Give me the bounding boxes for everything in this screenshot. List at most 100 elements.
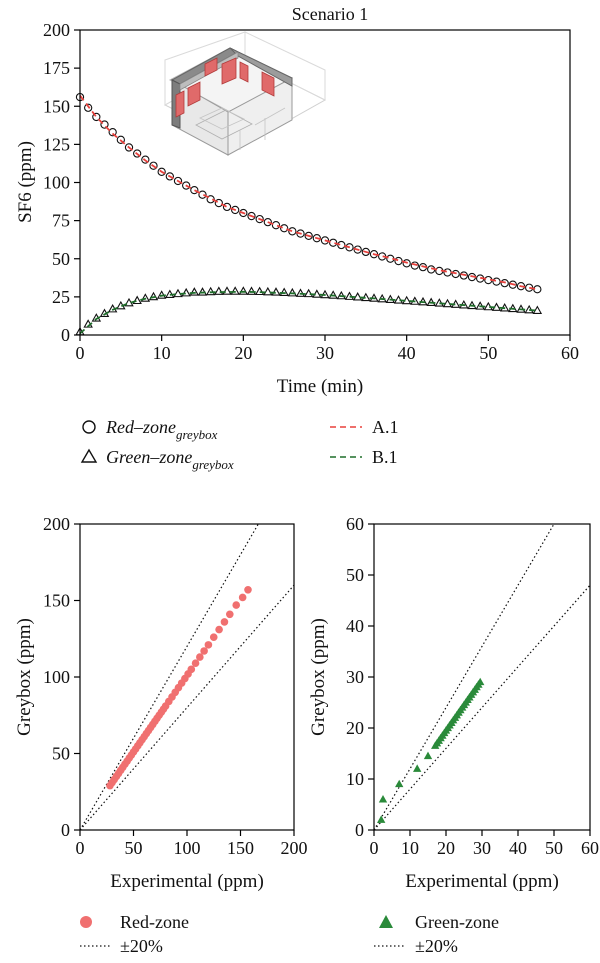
top-legend: Red–zonegreybox Green–zonegreybox A.1 B.… [80, 417, 399, 472]
bottom-left-red-zone-point [220, 618, 229, 626]
top-chart-marks [75, 92, 543, 336]
bottom-left-x-label: Experimental (ppm) [110, 871, 264, 892]
red-zone-greybox-point [92, 112, 101, 122]
green-zone-greybox-point [344, 291, 355, 300]
red-zone-greybox-point [508, 280, 517, 289]
bottom-left-pm20-reference-line [79, 584, 295, 831]
red-zone-greybox-point [231, 205, 240, 215]
red-zone-greybox-point [402, 259, 411, 268]
top-x-tick-label: 10 [153, 343, 171, 363]
red-zone-greybox-point [124, 143, 134, 152]
red-zone-greybox-point [492, 277, 501, 286]
green-zone-greybox-point [254, 286, 265, 296]
bottom-right-y-tick-label: 50 [346, 565, 364, 585]
red-zone-greybox-point [459, 271, 468, 280]
bottom-left-x-tick-label: 50 [125, 838, 143, 858]
legend-green-zone-text: Green-zone [415, 912, 499, 932]
red-zone-greybox-point [443, 268, 452, 277]
bottom-left-chart-marks [79, 523, 295, 831]
bottom-right-green-zone-point [378, 795, 388, 803]
bottom-left-x-tick-label: 200 [281, 838, 308, 858]
bottom-left-pm20-reference-line [79, 523, 259, 831]
red-zone-greybox-point [247, 211, 256, 221]
bottom-left-y-tick-label: 0 [61, 820, 70, 840]
red-zone-greybox-point [320, 236, 330, 245]
top-y-tick-label: 125 [43, 134, 70, 154]
red-zone-greybox-point [100, 120, 109, 129]
red-zone-greybox-point [353, 245, 362, 254]
bottom-right-x-tick-label: 0 [370, 838, 379, 858]
red-zone-greybox-point [214, 198, 223, 208]
red-zone-greybox-point [329, 238, 338, 247]
legend-circle-marker [82, 420, 96, 434]
top-chart-title: Scenario 1 [292, 4, 368, 24]
red-zone-greybox-point [500, 278, 509, 288]
green-zone-greybox-point [442, 298, 453, 308]
bottom-left-red-zone-point [187, 665, 196, 674]
bottom-left-x-tick-label: 0 [76, 838, 85, 858]
legend-a1-label: A.1 [372, 417, 399, 437]
bottom-left-y-tick-label: 50 [52, 744, 70, 764]
bottom-left-y-label: Greybox (ppm) [14, 618, 35, 736]
bottom-right-x-tick-label: 60 [581, 838, 599, 858]
bottom-left-red-zone-point [232, 601, 241, 609]
top-x-tick-label: 20 [234, 343, 252, 363]
red-zone-greybox-point [296, 229, 305, 238]
bottom-left-x-ticks: 0 50 100 150 200 [76, 830, 308, 858]
green-zone-greybox-point [132, 295, 142, 305]
bottom-right-y-tick-label: 60 [346, 514, 364, 534]
bottom-left-x-tick-label: 150 [227, 838, 254, 858]
red-zone-greybox-point [133, 149, 142, 158]
legend-red-zone-label: Red–zone [105, 417, 176, 437]
green-zone-greybox-point [181, 287, 191, 297]
bottom-left-red-zone-point [191, 659, 200, 668]
top-y-tick-label: 175 [43, 58, 70, 78]
legend-triangle-marker [80, 448, 98, 463]
red-zone-greybox-point [108, 128, 117, 137]
red-zone-greybox-point [337, 240, 346, 250]
green-zone-greybox-point [205, 286, 216, 296]
red-zone-greybox-point [312, 234, 321, 243]
bottom-right-x-tick-label: 30 [473, 838, 491, 858]
bottom-left-red-zone-point [204, 641, 213, 649]
red-zone-greybox-point [157, 167, 166, 176]
green-zone-greybox-point [148, 291, 159, 301]
bottom-right-x-tick-label: 10 [401, 838, 419, 858]
top-x-tick-label: 50 [479, 343, 497, 363]
top-x-tick-label: 30 [316, 343, 334, 363]
legend-b1-label: B.1 [372, 447, 398, 467]
green-zone-greybox-point [230, 286, 240, 295]
bottom-left-chart: 0 50 100 150 200 0 50 100 150 200 Experimental (… [14, 514, 308, 892]
bottom-right-legend: Green-zone ±20% [374, 912, 499, 956]
green-zone-greybox-point [246, 286, 257, 295]
legend-pm20-text-left: ±20% [120, 936, 163, 956]
bottom-right-pm20-reference-line [373, 584, 591, 831]
bottom-left-red-zone-point [226, 610, 234, 619]
top-y-tick-label: 150 [43, 96, 70, 116]
bottom-right-y-ticks: 0 10 20 30 40 50 60 [346, 514, 374, 840]
bottom-left-y-tick-label: 100 [43, 667, 70, 687]
red-zone-greybox-point [304, 231, 313, 241]
bottom-left-red-zone-point [244, 585, 252, 594]
red-zone-greybox-point [255, 214, 264, 224]
bottom-left-red-zone-point [200, 647, 208, 655]
red-zone-greybox-point [222, 202, 232, 212]
top-chart-x-label: Time (min) [277, 376, 363, 397]
red-zone-greybox-point [116, 135, 125, 144]
bottom-right-y-tick-label: 20 [346, 718, 364, 738]
green-zone-greybox-point [271, 287, 281, 296]
bottom-left-red-zone-point [209, 633, 218, 642]
green-zone-greybox-point [214, 286, 224, 295]
b1-dashed-line [79, 290, 538, 335]
top-x-tick-label: 40 [398, 343, 416, 363]
green-zone-greybox-point [140, 293, 151, 302]
legend-item-red-zone-greybox: Red–zonegreybox [82, 417, 218, 442]
bottom-right-green-zone-point [413, 764, 422, 772]
bottom-right-y-tick-label: 30 [346, 667, 364, 687]
bottom-right-x-tick-label: 20 [437, 838, 455, 858]
top-y-tick-label: 75 [52, 211, 70, 231]
bottom-left-red-zone-point [196, 653, 204, 661]
red-zone-greybox-point [198, 190, 207, 199]
green-zone-greybox-point [189, 287, 200, 296]
bottom-right-x-ticks: 0 10 20 30 40 50 60 [370, 830, 599, 858]
